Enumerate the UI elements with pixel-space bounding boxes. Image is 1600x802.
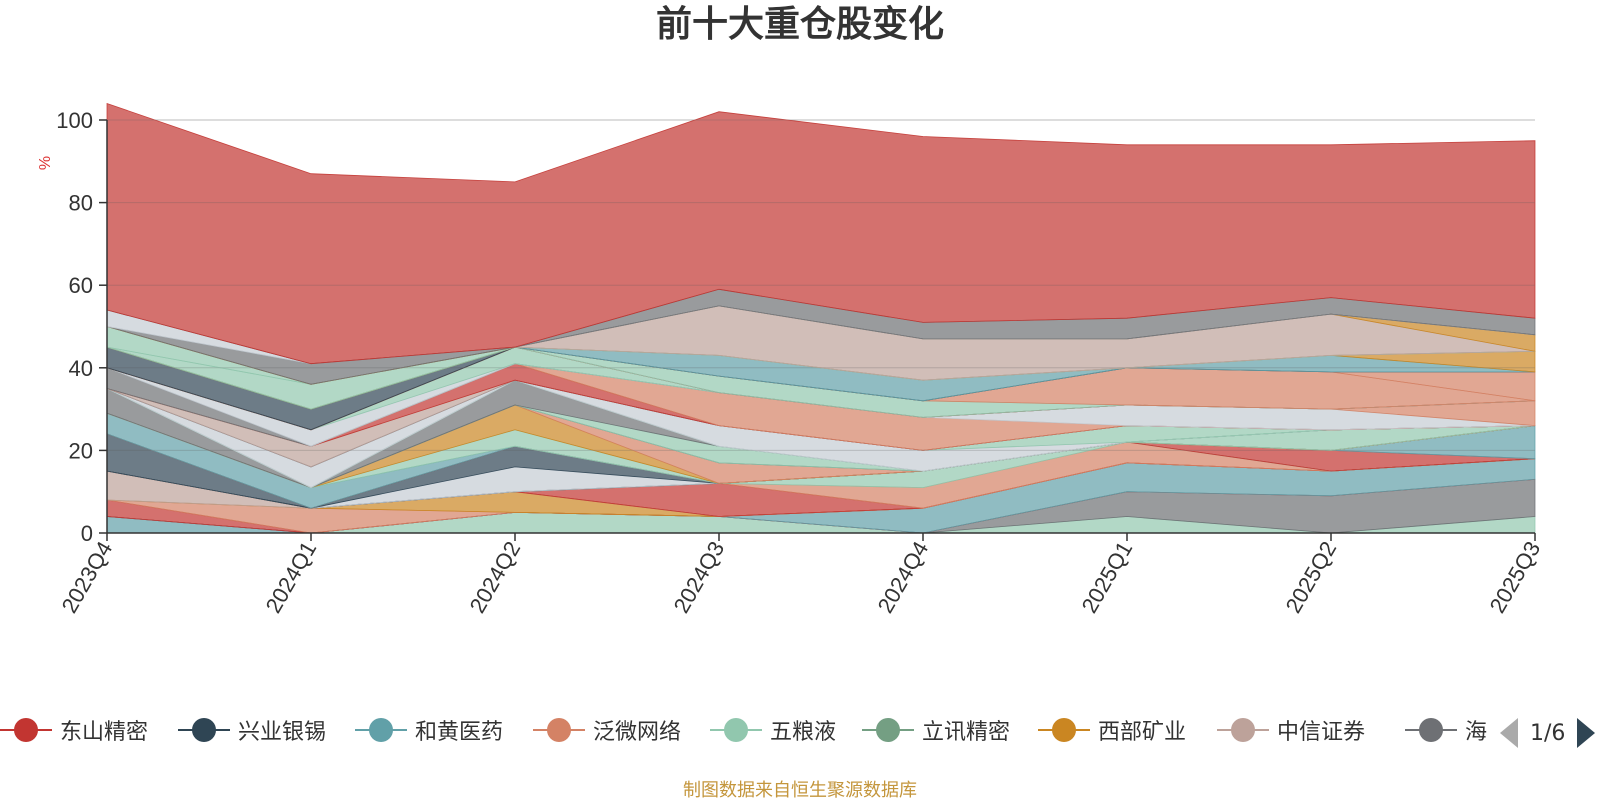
chart-title: 前十大重仓股变化: [655, 4, 944, 45]
legend-swatch-icon: [178, 718, 230, 742]
legend-item[interactable]: 五粮液: [710, 710, 836, 750]
legend-label: 海: [1465, 720, 1488, 745]
y-tick-label: 40: [69, 356, 93, 381]
x-tick-label: 2025Q1: [1077, 537, 1138, 617]
legend-item[interactable]: 兴业银锡: [178, 710, 326, 750]
y-tick-label: 80: [69, 191, 93, 216]
legend-pager: 1/6: [1500, 717, 1596, 749]
legend-item[interactable]: 中信证券: [1217, 710, 1365, 750]
legend-item[interactable]: 东山精密: [0, 710, 148, 750]
legend-item[interactable]: 海: [1405, 710, 1487, 750]
legend-swatch-icon: [355, 718, 407, 742]
legend-page-indicator: 1/6: [1530, 720, 1566, 746]
legend-label: 五粮液: [770, 720, 837, 745]
legend-item[interactable]: 西部矿业: [1038, 710, 1186, 750]
x-tick-label: 2024Q4: [873, 537, 934, 617]
y-tick-label: 60: [69, 273, 93, 298]
legend-item[interactable]: 立讯精密: [862, 710, 1010, 750]
legend-swatch-icon: [533, 718, 585, 742]
y-tick-label: 100: [56, 108, 93, 133]
y-tick-label: 20: [69, 438, 93, 463]
x-tick-label: 2025Q2: [1281, 537, 1342, 617]
legend-swatch-icon: [1217, 718, 1269, 742]
area-layer: [106, 102, 1536, 534]
source-note: 制图数据来自恒生聚源数据库: [683, 780, 917, 801]
x-tick-label: 2024Q3: [669, 537, 730, 617]
legend-swatch-icon: [0, 718, 52, 742]
legend-swatch-icon: [710, 718, 762, 742]
legend-prev-page-icon[interactable]: [1500, 718, 1518, 748]
legend-swatch-icon: [1038, 718, 1090, 742]
legend-label: 泛微网络: [593, 720, 682, 745]
legend-next-page-icon[interactable]: [1577, 718, 1596, 748]
x-tick-label: 2025Q3: [1485, 537, 1546, 617]
x-tick-label: 2024Q2: [465, 537, 526, 617]
legend-label: 立讯精密: [922, 720, 1011, 745]
legend-swatch-icon: [1405, 718, 1457, 742]
x-tick-label: 2024Q1: [261, 537, 322, 617]
y-tick-label: 0: [81, 521, 93, 546]
area-band: [106, 102, 1536, 365]
x-tick-label: 2023Q4: [57, 537, 118, 617]
legend-label: 和黄医药: [415, 720, 504, 745]
legend-item[interactable]: 和黄医药: [355, 710, 503, 750]
legend-swatch-icon: [862, 718, 914, 742]
legend-item[interactable]: 泛微网络: [533, 710, 681, 750]
legend-label: 东山精密: [60, 720, 149, 745]
y-axis-label: %: [37, 156, 54, 170]
legend: 东山精密 兴业银锡 和黄医药 泛微网络 五粮液 立讯精密 西部矿业 中信证券 海: [0, 710, 1490, 750]
legend-label: 西部矿业: [1098, 720, 1187, 745]
legend-label: 中信证券: [1277, 720, 1366, 745]
legend-label: 兴业银锡: [238, 720, 327, 745]
